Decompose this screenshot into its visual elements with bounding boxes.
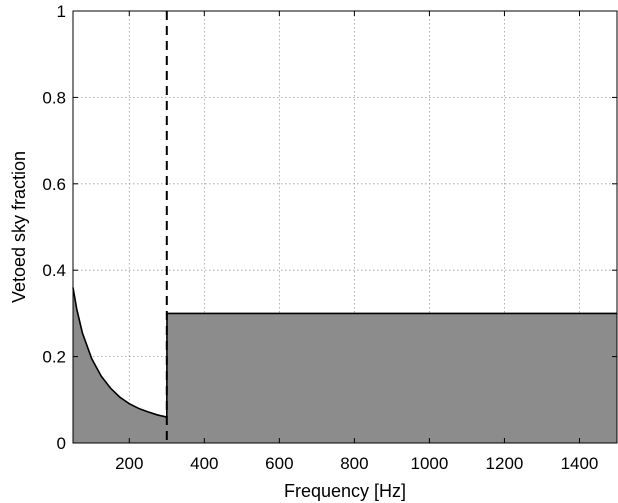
y-axis-ticks: 0 0.2 0.4 0.6 0.8 1 — [42, 2, 617, 453]
vetoed-area-fill — [73, 287, 617, 443]
vetoed-area — [73, 287, 617, 443]
plot-frame — [72, 10, 618, 444]
grid-lines — [73, 11, 617, 443]
y-tick-label: 0.8 — [42, 88, 66, 107]
x-tick-label: 600 — [265, 454, 293, 473]
vetoed-fraction-line — [72, 287, 617, 419]
series-line — [72, 287, 617, 419]
x-tick-label: 200 — [115, 454, 143, 473]
x-tick-label: 1400 — [561, 454, 599, 473]
x-tick-label: 400 — [190, 454, 218, 473]
y-tick-label: 0.4 — [42, 261, 66, 280]
x-tick-label: 1000 — [410, 454, 448, 473]
y-tick-label: 0.6 — [42, 175, 66, 194]
y-tick-label: 0 — [57, 434, 66, 453]
x-tick-label: 1200 — [486, 454, 524, 473]
x-axis-ticks: 200 400 600 800 1000 1200 1400 — [115, 11, 598, 473]
y-tick-label: 0.2 — [42, 348, 66, 367]
x-axis-label: Frequency [Hz] — [284, 481, 406, 501]
y-axis-label: Vetoed sky fraction — [9, 151, 29, 303]
y-tick-label: 1 — [57, 2, 66, 21]
x-tick-label: 800 — [340, 454, 368, 473]
